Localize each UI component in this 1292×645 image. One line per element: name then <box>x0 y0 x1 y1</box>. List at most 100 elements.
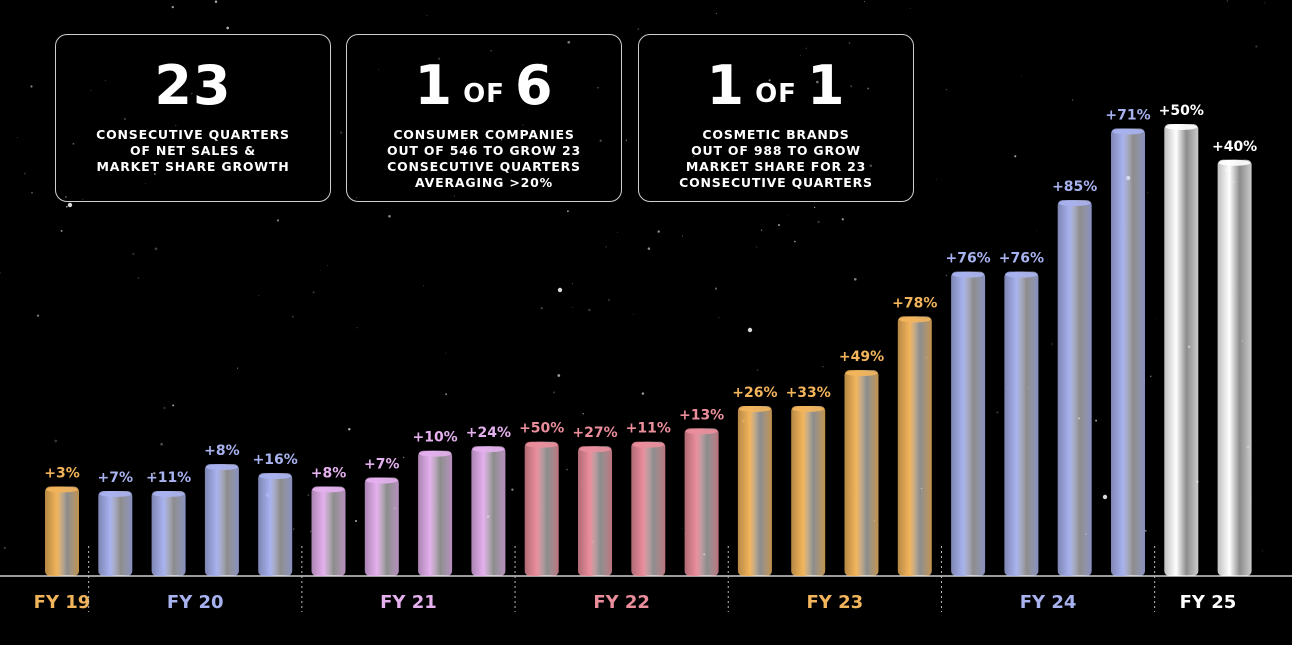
star <box>557 374 561 377</box>
bar-cap <box>99 490 132 497</box>
bar-cap <box>1218 159 1251 166</box>
star <box>597 86 599 89</box>
star <box>706 184 708 186</box>
star <box>90 90 92 91</box>
bar-cap <box>632 441 665 448</box>
stat-quarters-line: CONSECUTIVE QUARTERS <box>96 127 290 142</box>
star <box>692 155 695 157</box>
stat-consumer-line: AVERAGING >20% <box>415 175 553 190</box>
star <box>869 164 872 167</box>
star <box>657 230 660 233</box>
bar-cap <box>898 316 931 323</box>
bar-cap <box>419 450 452 457</box>
bar-cap <box>152 490 185 497</box>
stat-box-cosmetic: 1 OF 1 COSMETIC BRANDS OUT OF 988 TO GROW … <box>638 34 914 202</box>
stat-consumer-of: OF <box>463 79 505 109</box>
star <box>378 68 379 70</box>
bar <box>418 450 453 576</box>
star <box>854 278 857 281</box>
star <box>1255 45 1258 48</box>
star <box>647 247 651 250</box>
star <box>172 404 175 407</box>
bar-value-label: +33% <box>786 385 831 401</box>
star <box>513 158 514 160</box>
star <box>841 218 844 221</box>
star <box>1226 0 1229 2</box>
bar-value-label: +8% <box>311 465 347 481</box>
star <box>637 28 639 30</box>
star <box>0 272 1 274</box>
star <box>340 131 343 134</box>
bar-value-label: +85% <box>1052 179 1097 195</box>
bar <box>1057 200 1092 576</box>
star <box>1036 230 1038 232</box>
star <box>946 89 948 91</box>
star <box>426 15 428 16</box>
star <box>105 80 107 82</box>
stat-cosmetic-line: CONSECUTIVE QUARTERS <box>679 175 873 190</box>
star <box>320 270 321 271</box>
star <box>310 530 312 532</box>
stat-cosmetic-of: OF <box>755 79 797 109</box>
stat-quarters-line: MARKET SHARE GROWTH <box>96 159 290 174</box>
bar-cap <box>525 441 558 448</box>
star <box>438 57 441 60</box>
bar <box>737 405 772 576</box>
star <box>154 173 156 175</box>
stat-consumer-left: 1 <box>414 54 454 117</box>
bar <box>951 271 986 576</box>
bar <box>258 473 293 576</box>
bar-cap <box>1165 124 1198 130</box>
group-label: FY 25 <box>1180 592 1237 613</box>
star <box>327 265 328 266</box>
star <box>718 317 720 319</box>
star <box>617 231 618 233</box>
star <box>293 528 295 530</box>
star <box>572 283 573 284</box>
star <box>423 285 424 287</box>
bright-star <box>67 202 73 208</box>
stat-cosmetic-left: 1 <box>706 54 746 117</box>
star <box>132 252 135 256</box>
star <box>777 223 781 227</box>
bar-cap <box>1058 200 1091 207</box>
star <box>3 546 6 549</box>
bar-value-label: +7% <box>364 457 400 473</box>
star <box>257 294 260 297</box>
star <box>756 246 758 248</box>
bar <box>897 316 932 576</box>
star <box>356 327 358 329</box>
bar-cap <box>738 405 771 412</box>
star <box>599 139 602 142</box>
star <box>82 198 84 200</box>
star <box>174 124 177 127</box>
star <box>137 277 140 279</box>
star <box>402 456 405 459</box>
star <box>348 428 351 431</box>
star <box>163 406 166 410</box>
star <box>552 391 556 394</box>
star <box>513 150 516 153</box>
bar-value-label: +76% <box>945 251 990 267</box>
star <box>567 210 569 213</box>
star <box>217 20 219 22</box>
star <box>54 439 58 443</box>
star <box>1020 76 1022 77</box>
bar-value-label: +24% <box>466 425 511 441</box>
star <box>817 220 820 224</box>
group-label: FY 20 <box>167 592 224 613</box>
star <box>641 392 645 395</box>
stat-consumer-desc: CONSUMER COMPANIES OUT OF 546 TO GROW 23… <box>347 127 621 191</box>
bar <box>45 486 79 576</box>
stat-cosmetic-line: MARKET SHARE FOR 23 <box>685 159 867 174</box>
star <box>1095 419 1098 422</box>
bar-value-label: +10% <box>412 430 457 446</box>
star <box>1072 99 1074 101</box>
bar <box>204 464 239 576</box>
star <box>445 393 448 396</box>
star <box>65 205 68 208</box>
star <box>805 47 807 50</box>
bar-cap <box>579 446 611 453</box>
